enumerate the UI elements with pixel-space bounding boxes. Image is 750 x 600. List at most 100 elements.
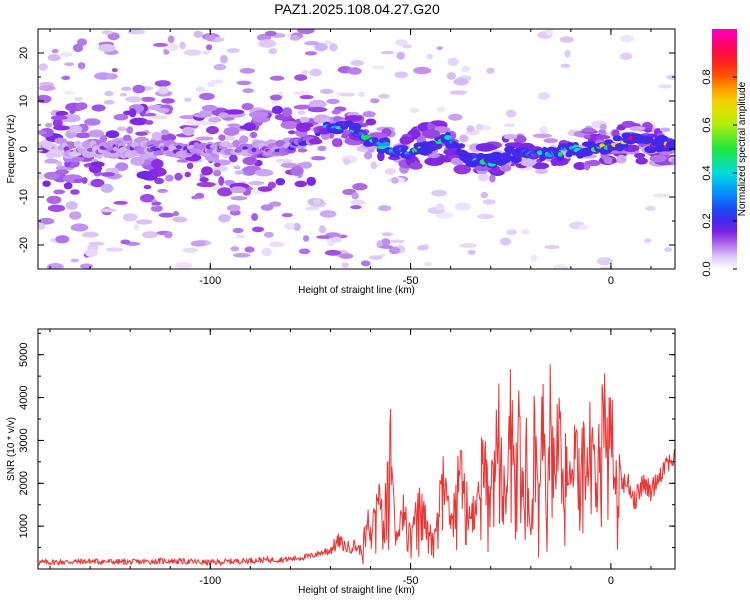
spectrogram-cell <box>280 120 299 130</box>
spectrogram-cell <box>504 123 516 127</box>
colorbar-tick-label: 0.0 <box>701 261 713 276</box>
spectrogram-cell <box>224 109 245 115</box>
spectrogram-cell <box>557 151 563 157</box>
spectrogram-cell <box>644 127 652 133</box>
spectrogram-cell <box>319 210 337 218</box>
x-tick-label: -50 <box>403 275 419 287</box>
y-tick-label: -10 <box>18 189 30 205</box>
spectrogram-cell <box>370 161 378 170</box>
spectrogram-cell <box>44 171 61 180</box>
spectrogram-cell <box>302 235 310 242</box>
spectrogram-cell <box>161 98 175 104</box>
spectrogram-cell <box>184 171 191 178</box>
spectrogram-cell <box>38 85 56 91</box>
spectrogram-cell <box>195 85 205 93</box>
spectrogram-cell <box>88 129 104 138</box>
spectrogram-cell <box>165 174 174 182</box>
spectrogram-cell <box>426 53 434 60</box>
spectrogram-cell <box>294 74 308 81</box>
spectrogram-cell <box>191 195 199 200</box>
spectrogram-cell <box>38 63 48 71</box>
spectrogram-cell <box>63 90 75 95</box>
spectrogram-cell <box>573 162 587 170</box>
spectrogram-cell <box>394 71 409 79</box>
spectrogram-cell <box>199 92 215 101</box>
spectrogram-cell <box>239 125 253 130</box>
spectrogram-cell <box>103 100 115 105</box>
spectrogram-cell <box>379 245 394 249</box>
spectrogram-cell <box>193 112 212 118</box>
spectrogram-cell <box>486 67 495 74</box>
spectrogram-cell <box>70 223 89 232</box>
spectrogram-cell <box>503 133 518 140</box>
spectrogram-cell <box>196 181 216 188</box>
spectrogram-cell <box>330 236 342 243</box>
spectrogram-cell <box>172 216 188 223</box>
x-axis-label: Height of straight line (km) <box>298 285 415 296</box>
spectrogram-cell <box>111 68 118 73</box>
spectrogram-cell <box>275 140 286 147</box>
spectrogram-cell <box>360 260 371 267</box>
spectrogram-cell <box>42 180 51 187</box>
spectrogram-cell <box>239 135 249 144</box>
spectrogram-cell <box>459 243 478 248</box>
spectrogram-cell <box>151 131 162 140</box>
spectrogram-cell <box>53 189 66 195</box>
spectrogram-cell <box>54 137 68 145</box>
spectrogram-cell <box>128 108 137 118</box>
spectrogram-cell <box>311 156 326 161</box>
spectrogram-cell <box>482 199 496 205</box>
spectrogram-cell <box>448 113 463 121</box>
spectrogram-cell <box>298 248 311 255</box>
spectrogram-cell <box>160 129 169 136</box>
spectrogram-cell <box>384 168 396 175</box>
spectrogram-cell <box>132 84 146 94</box>
spectrogram-cell <box>309 68 322 77</box>
spectrogram-cell <box>436 203 444 211</box>
spectrogram-cell <box>145 120 154 125</box>
spectrogram-cell <box>72 43 84 53</box>
spectrogram-cell <box>260 204 274 211</box>
spectrogram-cell <box>409 108 419 113</box>
spectrogram-cell <box>422 129 441 139</box>
spectrogram-cell <box>201 50 210 55</box>
spectrogram-cell <box>612 135 623 142</box>
spectrogram-cell <box>163 146 169 151</box>
spectrogram-cell <box>299 116 310 123</box>
spectrogram-cell <box>629 126 646 132</box>
spectrogram-cell <box>106 151 120 158</box>
spectrogram-cell <box>377 151 385 162</box>
spectrogram-cell <box>381 232 394 237</box>
spectrogram-cell <box>135 131 148 136</box>
spectrogram-cell <box>475 123 483 131</box>
colorbar-tick-label: 0.2 <box>701 213 713 228</box>
spectrogram-cell <box>44 158 59 164</box>
spectrogram-cell <box>537 92 550 100</box>
spectrogram-cell <box>449 90 467 95</box>
spectrogram-cell <box>174 172 183 181</box>
x-tick-label: -100 <box>199 275 221 287</box>
spectrogram-cell <box>151 159 164 169</box>
spectrogram-cell <box>129 117 149 126</box>
spectrogram-cell <box>446 72 457 80</box>
spectrogram-cell <box>205 33 216 42</box>
spectrogram-cell <box>38 217 55 225</box>
spectrogram-cell <box>304 51 317 56</box>
spectrogram-cell <box>282 107 293 117</box>
spectrogram-cell <box>88 241 105 246</box>
spectrogram-cell <box>480 191 488 199</box>
spectrogram-cell <box>619 52 633 60</box>
spectrogram-cell <box>218 176 225 186</box>
spectrogram-cell <box>151 201 162 206</box>
spectrogram-cell <box>100 172 115 177</box>
spectrogram-cell <box>61 114 81 123</box>
spectrogram-cell <box>84 248 98 257</box>
spectrogram-cell <box>121 86 132 91</box>
spectrogram-cell <box>226 48 240 53</box>
spectrogram-cell <box>167 35 175 44</box>
spectrogram-cell <box>248 111 269 119</box>
spectrogram-cell <box>233 252 251 258</box>
spectrogram-cell <box>151 169 159 179</box>
spectrogram-cell <box>269 75 285 81</box>
spectrogram-cell <box>396 51 406 60</box>
